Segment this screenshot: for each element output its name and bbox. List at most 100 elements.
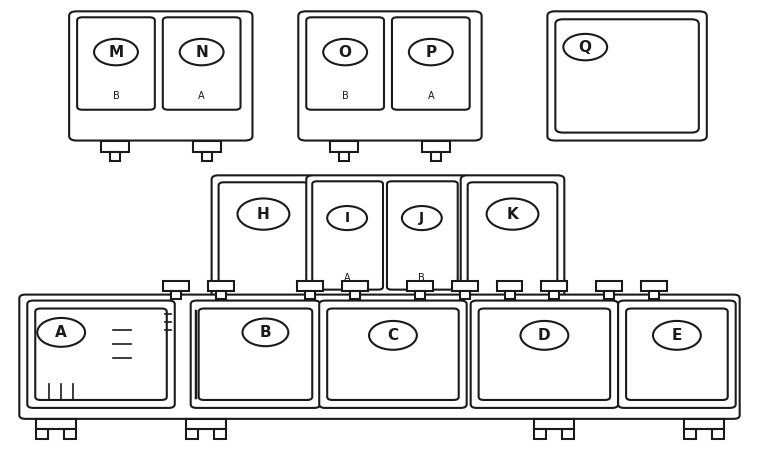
Bar [213, 429, 225, 439]
Text: A: A [427, 91, 434, 101]
Bar [518, 314, 543, 325]
Bar [65, 429, 76, 439]
Bar [186, 419, 225, 429]
Text: H: H [257, 207, 269, 222]
FancyBboxPatch shape [307, 17, 384, 110]
Bar [431, 152, 441, 162]
FancyBboxPatch shape [69, 11, 253, 140]
FancyBboxPatch shape [626, 308, 728, 400]
FancyBboxPatch shape [479, 308, 610, 400]
FancyBboxPatch shape [219, 182, 308, 308]
Bar [534, 419, 575, 429]
Bar [541, 281, 567, 291]
Bar [684, 429, 696, 439]
Text: B: B [342, 91, 348, 101]
Text: B: B [112, 91, 119, 101]
FancyBboxPatch shape [27, 301, 175, 408]
FancyBboxPatch shape [387, 181, 458, 290]
FancyBboxPatch shape [162, 17, 241, 110]
FancyBboxPatch shape [307, 175, 470, 314]
Bar [336, 314, 358, 325]
Bar [342, 281, 368, 291]
Text: C: C [387, 328, 398, 343]
FancyBboxPatch shape [618, 301, 735, 408]
Bar [36, 429, 49, 439]
Bar [343, 325, 351, 333]
FancyBboxPatch shape [547, 11, 707, 140]
Text: A: A [344, 273, 351, 283]
Text: K: K [507, 207, 518, 222]
Bar [202, 152, 212, 162]
Text: A: A [198, 91, 205, 101]
FancyBboxPatch shape [35, 308, 167, 400]
Bar [684, 419, 724, 429]
Bar [269, 314, 293, 325]
Bar [415, 291, 425, 298]
FancyBboxPatch shape [212, 175, 315, 314]
Bar [350, 291, 360, 298]
Bar [330, 140, 358, 152]
Bar [460, 291, 470, 298]
Bar [525, 325, 535, 333]
Bar [597, 281, 622, 291]
FancyBboxPatch shape [468, 182, 557, 308]
Bar [339, 152, 349, 162]
Bar [490, 325, 500, 333]
FancyBboxPatch shape [392, 17, 470, 110]
Text: B: B [418, 273, 425, 283]
Text: I: I [345, 211, 350, 225]
FancyBboxPatch shape [471, 301, 618, 408]
Bar [101, 140, 129, 152]
Text: E: E [672, 328, 682, 343]
FancyBboxPatch shape [556, 19, 699, 133]
Bar [496, 281, 522, 291]
Bar [407, 281, 433, 291]
Bar [505, 291, 515, 298]
Bar [298, 281, 323, 291]
FancyBboxPatch shape [320, 301, 467, 408]
Bar [377, 314, 399, 325]
Text: N: N [195, 45, 208, 60]
Text: D: D [538, 328, 551, 343]
Bar [193, 140, 221, 152]
Text: P: P [425, 45, 436, 60]
Bar [384, 325, 392, 333]
Bar [235, 314, 259, 325]
FancyBboxPatch shape [312, 181, 383, 290]
Bar [562, 429, 575, 439]
Bar [422, 140, 450, 152]
Bar [241, 325, 251, 333]
Bar [649, 291, 659, 298]
Bar [534, 429, 546, 439]
Text: A: A [55, 325, 67, 340]
Bar [425, 325, 433, 333]
Bar [418, 314, 439, 325]
Bar [208, 281, 234, 291]
Bar [110, 152, 120, 162]
FancyBboxPatch shape [191, 301, 320, 408]
Text: Q: Q [579, 39, 592, 55]
Bar [641, 281, 667, 291]
Bar [171, 291, 181, 298]
FancyBboxPatch shape [77, 17, 155, 110]
Bar [305, 291, 315, 298]
FancyBboxPatch shape [19, 295, 740, 419]
Text: B: B [260, 325, 271, 340]
Bar [186, 429, 197, 439]
Bar [712, 429, 724, 439]
FancyBboxPatch shape [461, 175, 565, 314]
Bar [276, 325, 286, 333]
Bar [550, 291, 559, 298]
Bar [216, 291, 225, 298]
Bar [162, 281, 189, 291]
FancyBboxPatch shape [327, 308, 458, 400]
FancyBboxPatch shape [199, 308, 312, 400]
FancyBboxPatch shape [298, 11, 482, 140]
Text: M: M [109, 45, 124, 60]
Bar [604, 291, 614, 298]
Text: J: J [419, 211, 424, 225]
Bar [452, 281, 477, 291]
Bar [483, 314, 508, 325]
Bar [36, 419, 76, 429]
Text: O: O [339, 45, 351, 60]
